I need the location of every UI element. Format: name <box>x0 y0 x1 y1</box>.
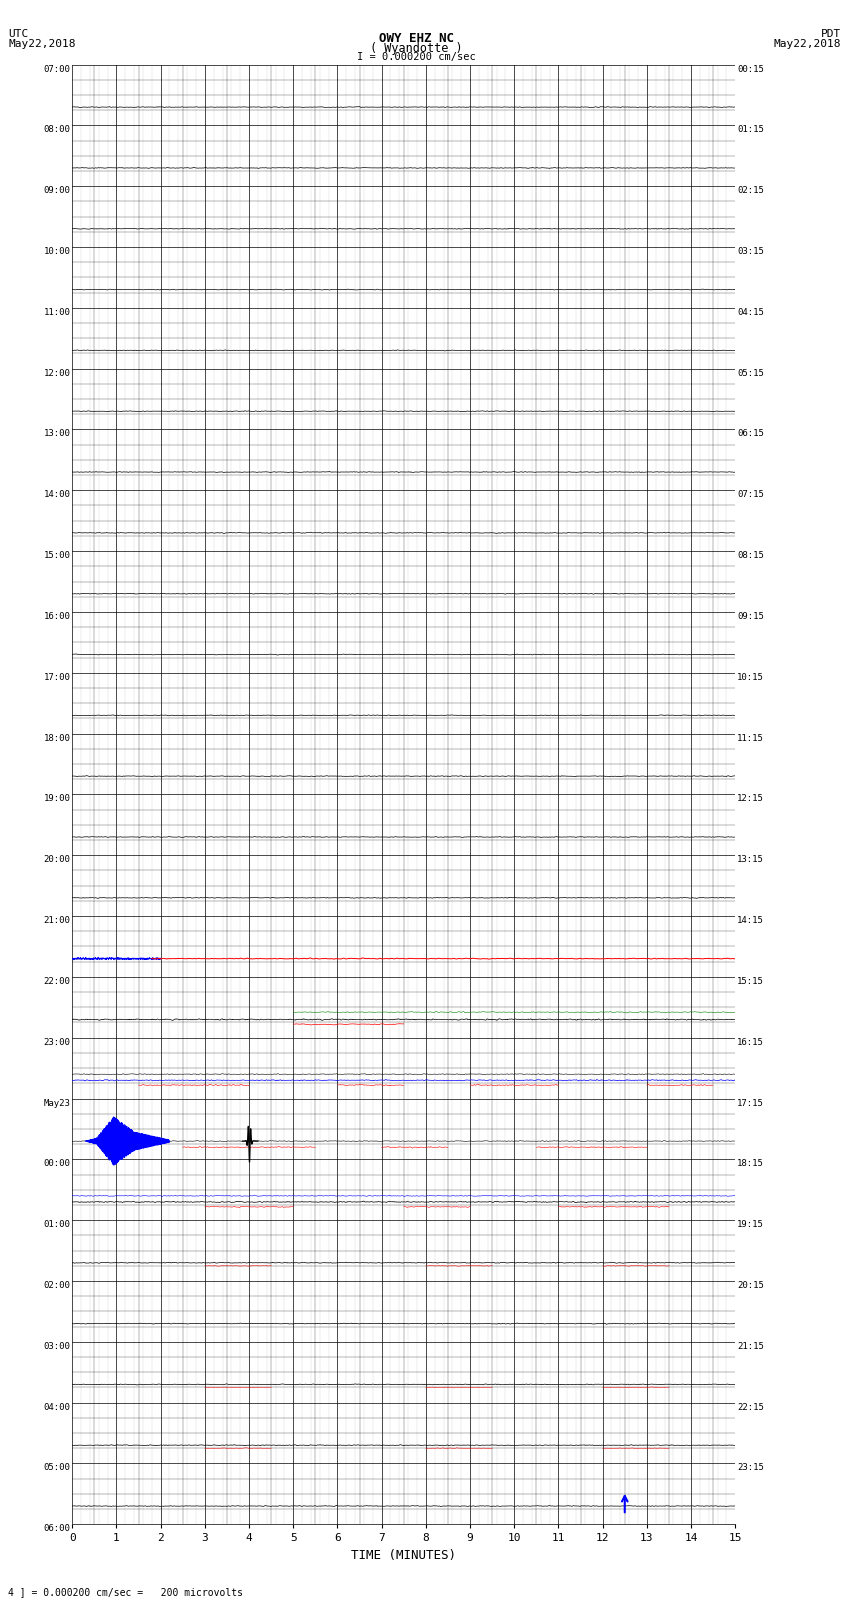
Text: 10:15: 10:15 <box>737 673 764 682</box>
Text: May23: May23 <box>43 1098 71 1108</box>
Text: 04:15: 04:15 <box>737 308 764 316</box>
Text: 11:15: 11:15 <box>737 734 764 742</box>
Text: 15:15: 15:15 <box>737 977 764 986</box>
Text: 03:15: 03:15 <box>737 247 764 256</box>
Text: 13:00: 13:00 <box>43 429 71 439</box>
Text: 17:00: 17:00 <box>43 673 71 682</box>
Text: ( Wyandotte ): ( Wyandotte ) <box>371 42 462 55</box>
Text: PDT: PDT <box>821 29 842 39</box>
Text: 08:15: 08:15 <box>737 552 764 560</box>
Text: 23:15: 23:15 <box>737 1463 764 1473</box>
Text: 14:15: 14:15 <box>737 916 764 924</box>
Text: 05:15: 05:15 <box>737 369 764 377</box>
Text: 16:15: 16:15 <box>737 1037 764 1047</box>
Text: 22:00: 22:00 <box>43 977 71 986</box>
Text: 12:00: 12:00 <box>43 369 71 377</box>
Text: UTC: UTC <box>8 29 29 39</box>
Text: 21:15: 21:15 <box>737 1342 764 1350</box>
Text: 12:15: 12:15 <box>737 794 764 803</box>
Text: 4 ] = 0.000200 cm/sec =   200 microvolts: 4 ] = 0.000200 cm/sec = 200 microvolts <box>8 1587 243 1597</box>
Text: OWY EHZ NC: OWY EHZ NC <box>379 32 454 45</box>
Text: 18:15: 18:15 <box>737 1160 764 1168</box>
Text: 04:00: 04:00 <box>43 1403 71 1411</box>
Text: 21:00: 21:00 <box>43 916 71 924</box>
Text: 18:00: 18:00 <box>43 734 71 742</box>
Text: 15:00: 15:00 <box>43 552 71 560</box>
Text: 00:00: 00:00 <box>43 1160 71 1168</box>
Text: 19:15: 19:15 <box>737 1219 764 1229</box>
Text: 13:15: 13:15 <box>737 855 764 865</box>
Text: 02:00: 02:00 <box>43 1281 71 1290</box>
Text: 01:15: 01:15 <box>737 126 764 134</box>
Text: 09:15: 09:15 <box>737 611 764 621</box>
Text: 20:00: 20:00 <box>43 855 71 865</box>
Text: 06:00: 06:00 <box>43 1524 71 1534</box>
Text: 22:15: 22:15 <box>737 1403 764 1411</box>
Text: 09:00: 09:00 <box>43 185 71 195</box>
Text: 08:00: 08:00 <box>43 126 71 134</box>
Text: 01:00: 01:00 <box>43 1219 71 1229</box>
Text: 14:00: 14:00 <box>43 490 71 500</box>
Text: 07:15: 07:15 <box>737 490 764 500</box>
Text: 23:00: 23:00 <box>43 1037 71 1047</box>
Text: 20:15: 20:15 <box>737 1281 764 1290</box>
Text: I = 0.000200 cm/sec: I = 0.000200 cm/sec <box>357 52 476 61</box>
Text: 00:15: 00:15 <box>737 65 764 74</box>
Text: May22,2018: May22,2018 <box>8 39 76 48</box>
Text: 05:00: 05:00 <box>43 1463 71 1473</box>
Text: 06:15: 06:15 <box>737 429 764 439</box>
Text: 16:00: 16:00 <box>43 611 71 621</box>
Text: 03:00: 03:00 <box>43 1342 71 1350</box>
Text: May22,2018: May22,2018 <box>774 39 842 48</box>
Text: 07:00: 07:00 <box>43 65 71 74</box>
Text: 10:00: 10:00 <box>43 247 71 256</box>
Text: 17:15: 17:15 <box>737 1098 764 1108</box>
X-axis label: TIME (MINUTES): TIME (MINUTES) <box>351 1548 456 1561</box>
Text: 11:00: 11:00 <box>43 308 71 316</box>
Text: 02:15: 02:15 <box>737 185 764 195</box>
Text: 19:00: 19:00 <box>43 794 71 803</box>
